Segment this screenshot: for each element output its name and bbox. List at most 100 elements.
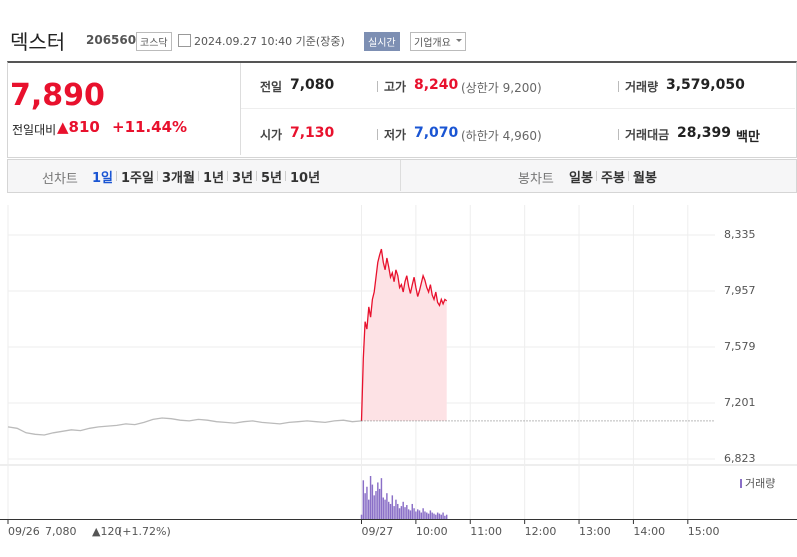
stat-value: 7,130 [290, 125, 335, 141]
area [361, 249, 447, 421]
x-tick-label: 11:00 [470, 525, 502, 538]
volume-bar [364, 493, 366, 519]
separator [377, 81, 378, 92]
volume-bar [395, 499, 397, 519]
volume-bar [436, 512, 439, 519]
separator [618, 81, 619, 92]
volume-bar [360, 514, 363, 519]
stat-value: 8,240 [414, 77, 459, 93]
price-line [7, 417, 362, 436]
tab[interactable]: 1년 [203, 171, 225, 186]
x-tick-label: 15:00 [688, 525, 720, 538]
volume-bar [362, 480, 365, 519]
volume-bar [387, 501, 390, 519]
change-rate: +11.44% [112, 118, 188, 136]
volume-bar [386, 493, 388, 519]
volume-bar [398, 508, 401, 519]
x-tick-label: 13:00 [579, 525, 611, 538]
tab-group-label: 봉차트 [518, 172, 554, 187]
time: 2024.09.27 10:40 기준(장중) [194, 35, 345, 48]
volume-bar [444, 515, 446, 519]
price: 7,890 [10, 78, 105, 113]
stat-label: 거래대금 [625, 128, 670, 142]
volume-bar [371, 484, 374, 519]
tab[interactable]: 10년 [290, 171, 321, 186]
volume-bar [378, 488, 381, 519]
volume-bar [442, 512, 444, 519]
realtime-badge[interactable]: 실시간 [364, 32, 400, 51]
x-tick-label: 09/27 [362, 525, 394, 538]
volume-bar [375, 491, 377, 519]
tab[interactable]: 주봉 [601, 171, 625, 186]
volume-bar [377, 482, 379, 519]
separator [618, 129, 619, 140]
prev-day-change: ▲120 [92, 525, 121, 538]
volume-bar [427, 513, 430, 519]
stat-value: 7,080 [290, 77, 335, 93]
stat-label: 거래량 [625, 80, 659, 94]
volume-bar [389, 503, 392, 519]
y-tick-label: 7,957 [724, 284, 756, 297]
divider [241, 108, 795, 109]
volume-bar [400, 506, 403, 519]
tab[interactable]: 1주일 [121, 171, 154, 186]
calendar-icon [178, 34, 191, 47]
tab[interactable]: 일봉 [569, 171, 593, 186]
volume-bar [369, 476, 372, 519]
volume-bar [406, 505, 408, 519]
volume-bar [433, 513, 435, 519]
separator [227, 171, 228, 181]
price-line [360, 248, 448, 421]
stat-note: (하한가 4,960) [461, 129, 542, 143]
separator [377, 129, 378, 140]
prev-day-rate: (+1.72%) [118, 525, 171, 538]
volume-bar [409, 510, 412, 519]
x-tick-label: 14:00 [633, 525, 665, 538]
separator [285, 171, 286, 181]
volume-bar [402, 501, 404, 519]
tab-group-label: 선차트 [42, 172, 78, 187]
volume-bar [404, 507, 406, 519]
tab[interactable]: 3개월 [162, 171, 195, 186]
volume-bar [445, 514, 448, 519]
stock-code: 206560 [86, 33, 137, 47]
volume-bar [391, 495, 394, 519]
volume-bar [418, 510, 421, 519]
separator [198, 171, 199, 181]
stat-value: 28,399 [677, 125, 732, 141]
y-tick-label: 7,201 [724, 396, 756, 409]
volume-bar [438, 513, 441, 519]
overview-button[interactable]: 기업개요 [410, 32, 466, 51]
stat-label: 시가 [260, 128, 283, 142]
volume-bar [407, 509, 410, 519]
volume-bar [429, 510, 432, 519]
prev-day-close: 7,080 [45, 525, 77, 538]
volume-bar [431, 512, 433, 519]
tab[interactable]: 월봉 [633, 171, 657, 186]
x-tick-label: 12:00 [525, 525, 557, 538]
stat-label: 저가 [384, 128, 407, 142]
tab-bar [7, 159, 797, 193]
x-tick-label: 09/26 [8, 525, 40, 538]
tab[interactable]: 1일 [92, 171, 114, 186]
x-tick-label: 10:00 [416, 525, 448, 538]
volume-bar [393, 506, 395, 519]
volume-bar [368, 499, 370, 519]
volume-bar [422, 508, 424, 519]
legend-swatch [740, 479, 742, 488]
volume-bar [426, 512, 428, 519]
y-tick-label: 8,335 [724, 228, 756, 241]
volume-bar [382, 497, 384, 519]
dropdown-arrow [455, 39, 462, 45]
separator [628, 171, 629, 181]
volume-bar [366, 486, 368, 519]
volume-bar [411, 503, 413, 519]
stat-value: 7,070 [414, 125, 459, 141]
volume-bar [416, 509, 419, 519]
change: ▲810 [57, 118, 100, 136]
tab[interactable]: 3년 [232, 171, 254, 186]
volume-bar [435, 514, 437, 519]
tab[interactable]: 5년 [261, 171, 283, 186]
